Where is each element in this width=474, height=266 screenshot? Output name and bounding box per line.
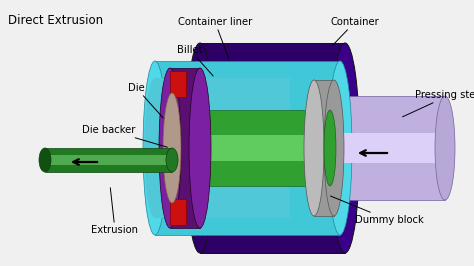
Ellipse shape [304,80,324,216]
Bar [45,155,172,165]
Ellipse shape [163,93,181,203]
Ellipse shape [144,78,166,218]
Ellipse shape [39,148,51,172]
Ellipse shape [185,43,215,253]
Bar [322,96,445,200]
Ellipse shape [435,96,455,200]
Bar [314,80,334,216]
Text: Dummy block: Dummy block [330,196,424,225]
Text: Die backer: Die backer [82,125,167,147]
Text: Container liner: Container liner [178,17,252,59]
Text: Die: Die [128,83,163,118]
Bar [200,43,345,253]
Ellipse shape [159,68,181,228]
Ellipse shape [324,110,336,186]
Ellipse shape [328,61,352,235]
Text: Extrusion: Extrusion [91,188,138,235]
Bar [200,110,330,186]
Text: Direct Extrusion: Direct Extrusion [8,14,103,27]
Bar [155,78,290,218]
Bar [322,134,445,163]
Ellipse shape [166,148,178,172]
Ellipse shape [143,61,167,235]
Text: Billet: Billet [177,45,213,76]
Ellipse shape [324,80,344,216]
Bar [155,61,340,235]
Bar [170,199,186,225]
Ellipse shape [312,96,332,200]
Text: Container: Container [331,17,379,46]
Bar [170,71,186,97]
Bar [200,135,330,161]
Text: Pressing stem: Pressing stem [402,90,474,117]
Bar [45,148,172,172]
Bar [170,68,200,228]
Ellipse shape [330,43,360,253]
Ellipse shape [189,68,211,228]
